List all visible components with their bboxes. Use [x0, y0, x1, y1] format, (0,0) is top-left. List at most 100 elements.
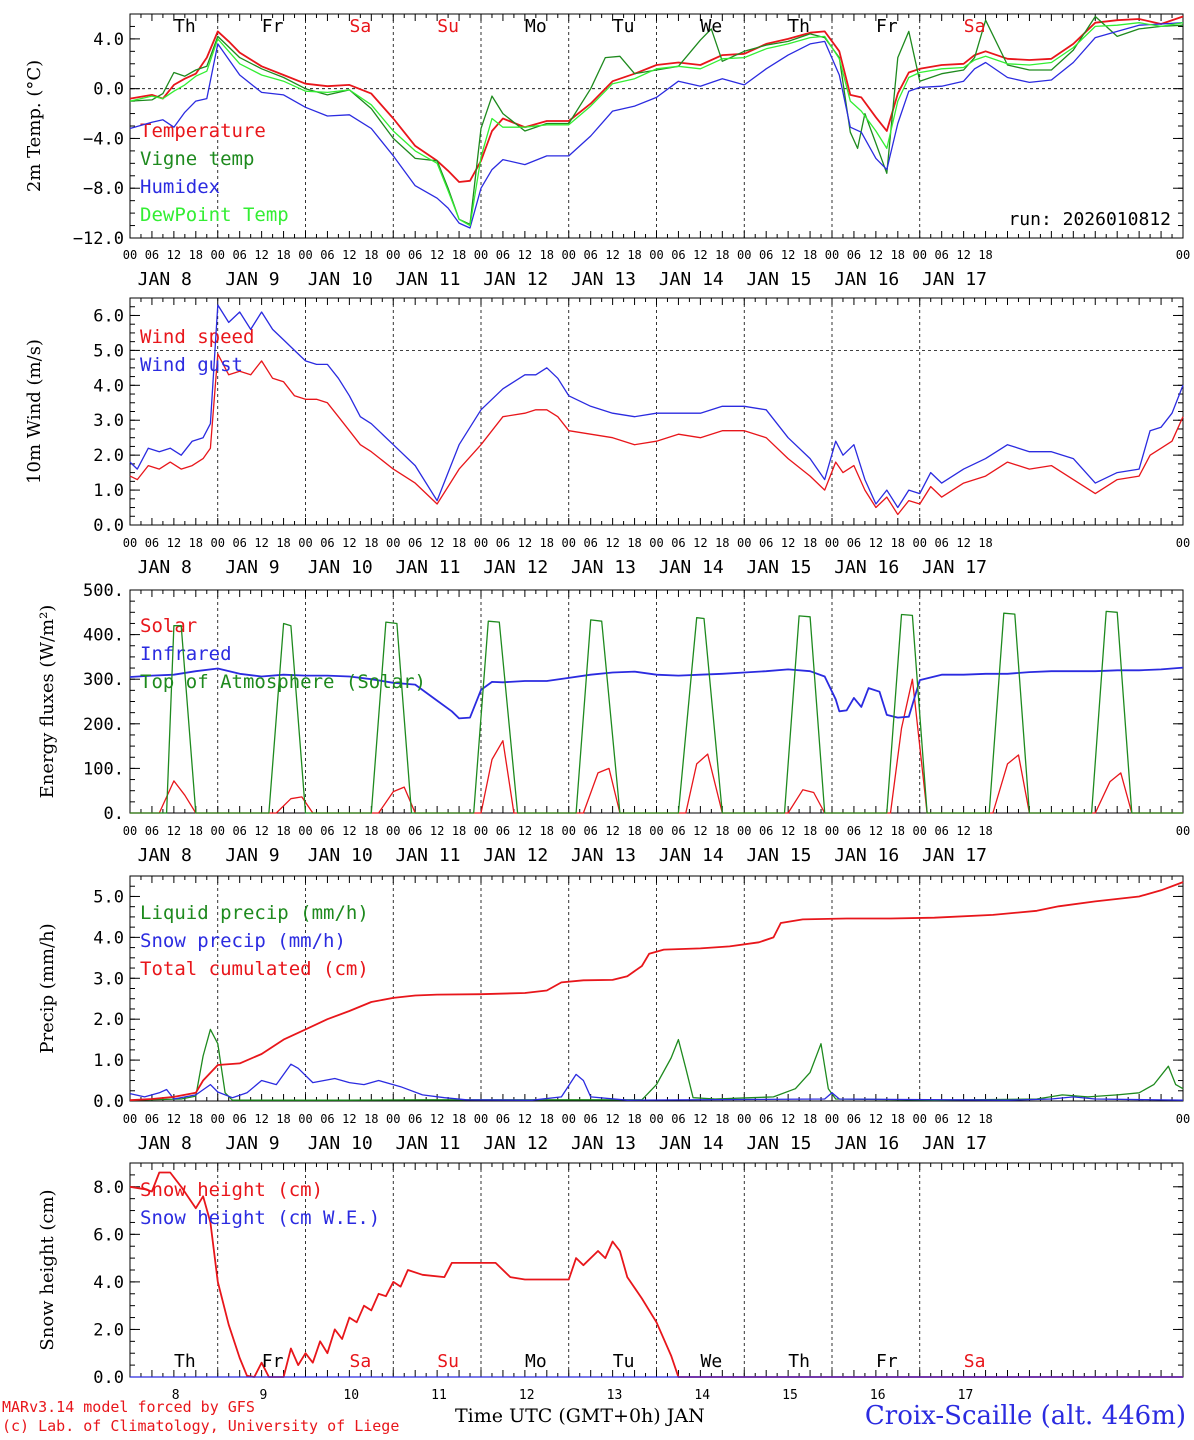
- x-hour-label: 12: [430, 1112, 444, 1126]
- x-hour-label: 06: [934, 248, 948, 262]
- day-name-label: Fr: [262, 16, 284, 37]
- x-hour-label: 12: [430, 824, 444, 838]
- x-hour-label: 00: [562, 824, 576, 838]
- y-tick-label: 5.0: [93, 887, 124, 907]
- series-line-2-1: [129, 353, 1184, 516]
- x-hour-label: 00: [562, 536, 576, 550]
- y-axis-label: Energy fluxes (W/m²): [37, 605, 58, 799]
- y-tick-label: 0.0: [93, 516, 124, 536]
- x-hour-label: 18: [627, 248, 641, 262]
- x-hour-label: 12: [956, 824, 970, 838]
- day-name-label: Th: [174, 16, 196, 37]
- x-hour-label: 12: [605, 248, 619, 262]
- x-date-label: JAN 9: [225, 557, 279, 578]
- day-name-label: Th: [788, 16, 810, 37]
- y-tick-label: 1.0: [93, 1051, 124, 1071]
- x-day-number-label: 13: [607, 1388, 623, 1403]
- x-hour-label: 00: [649, 536, 663, 550]
- y-axis-label: 2m Temp. (°C): [24, 60, 45, 192]
- y-tick-label: 6.0: [93, 1225, 124, 1245]
- x-hour-label: 06: [408, 248, 422, 262]
- x-hour-label: 12: [254, 824, 268, 838]
- day-name-label: Fr: [262, 1351, 284, 1372]
- x-hour-label: 00: [386, 536, 400, 550]
- x-hour-label: 00: [562, 248, 576, 262]
- x-hour-label: 12: [693, 824, 707, 838]
- x-date-label: JAN 15: [746, 845, 811, 866]
- x-hour-label: 18: [715, 824, 729, 838]
- x-hour-label: 12: [869, 248, 883, 262]
- x-date-label: JAN 11: [395, 557, 460, 578]
- x-hour-label: 06: [496, 824, 510, 838]
- x-hour-label: 00: [737, 248, 751, 262]
- x-hour-label: 06: [847, 536, 861, 550]
- x-hour-label: 00: [737, 536, 751, 550]
- x-hour-label: 18: [364, 248, 378, 262]
- x-hour-label: 12: [693, 536, 707, 550]
- x-hour-label: 00: [825, 248, 839, 262]
- x-hour-label: 12: [342, 824, 356, 838]
- x-hour-label: 12: [254, 248, 268, 262]
- x-hour-label: 12: [693, 248, 707, 262]
- x-hour-label: 06: [232, 248, 246, 262]
- x-hour-label: 06: [145, 248, 159, 262]
- legend-label: Temperature: [140, 120, 266, 142]
- legend-label: Snow height (cm W.E.): [140, 1207, 380, 1229]
- x-hour-label: 18: [452, 824, 466, 838]
- x-hour-label: 00: [123, 824, 137, 838]
- x-hour-label: 18: [803, 824, 817, 838]
- x-date-label: JAN 15: [746, 269, 811, 290]
- x-hour-label: 00: [1176, 824, 1190, 838]
- x-hour-label: 00: [649, 1112, 663, 1126]
- x-hour-label: 06: [145, 824, 159, 838]
- x-hour-label: 06: [583, 536, 597, 550]
- x-hour-label: 00: [298, 1112, 312, 1126]
- x-day-number-label: 8: [172, 1388, 180, 1403]
- x-date-label: JAN 8: [138, 557, 192, 578]
- x-hour-label: 18: [452, 248, 466, 262]
- x-hour-label: 18: [627, 536, 641, 550]
- x-hour-label: 06: [583, 248, 597, 262]
- x-hour-label: 18: [803, 248, 817, 262]
- day-name-label: Fr: [876, 16, 898, 37]
- y-tick-label: 4.0: [93, 30, 124, 50]
- x-hour-label: 18: [978, 824, 992, 838]
- x-hour-label: 06: [408, 536, 422, 550]
- x-hour-label: 12: [167, 536, 181, 550]
- x-date-label: JAN 10: [308, 557, 373, 578]
- x-hour-label: 00: [123, 248, 137, 262]
- x-hour-label: 18: [189, 248, 203, 262]
- x-hour-label: 18: [540, 824, 554, 838]
- x-date-label: JAN 15: [746, 557, 811, 578]
- panel-5: 0.0 2.0 4.0 6.0 8.0 Snow height (cm) Snow heig…: [37, 1162, 1184, 1403]
- x-hour-label: 12: [342, 536, 356, 550]
- day-name-label: Sa: [350, 16, 372, 37]
- series-line-1-2: [129, 15, 1184, 225]
- x-hour-label: 06: [671, 248, 685, 262]
- x-day-number-label: 16: [870, 1388, 886, 1403]
- plot-frame: [129, 589, 1184, 814]
- x-hour-label: 00: [298, 248, 312, 262]
- x-hour-label: 18: [276, 824, 290, 838]
- x-hour-label: 12: [167, 824, 181, 838]
- x-hour-label: 12: [605, 824, 619, 838]
- y-tick-label: 4.0: [93, 928, 124, 948]
- x-hour-label: 18: [978, 536, 992, 550]
- x-hour-label: 00: [825, 1112, 839, 1126]
- x-hour-label: 18: [364, 824, 378, 838]
- x-hour-label: 06: [408, 824, 422, 838]
- x-hour-label: 00: [913, 824, 927, 838]
- x-hour-label: 18: [364, 1112, 378, 1126]
- x-date-label: JAN 8: [138, 845, 192, 866]
- x-date-label: JAN 14: [659, 557, 724, 578]
- x-date-label: JAN 8: [138, 269, 192, 290]
- x-date-label: JAN 11: [395, 269, 460, 290]
- x-hour-label: 06: [583, 824, 597, 838]
- y-tick-label: 2.0: [93, 1010, 124, 1030]
- x-hour-label: 00: [211, 248, 225, 262]
- y-tick-label: 8.0: [93, 1178, 124, 1198]
- x-hour-label: 06: [847, 1112, 861, 1126]
- x-hour-label: 12: [342, 248, 356, 262]
- x-date-label: JAN 13: [571, 557, 636, 578]
